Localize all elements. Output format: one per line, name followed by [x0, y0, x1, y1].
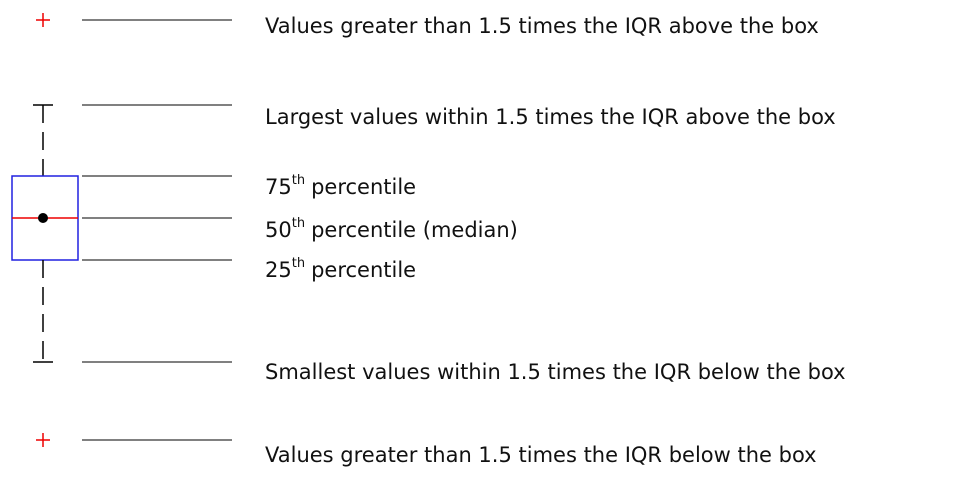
label: 50th percentile (median) [265, 216, 518, 243]
label: Largest values within 1.5 times the IQR … [265, 105, 836, 129]
label: 75th percentile [265, 173, 416, 200]
label: Values greater than 1.5 times the IQR be… [265, 443, 817, 467]
label-text: percentile (median) [311, 218, 518, 242]
label-number: 75 [265, 175, 292, 199]
label-text: percentile [311, 258, 416, 282]
label: Smallest values within 1.5 times the IQR… [265, 360, 846, 384]
label-number: 50 [265, 218, 292, 242]
label: Values greater than 1.5 times the IQR ab… [265, 14, 819, 38]
label-number: 25 [265, 258, 292, 282]
label-suffix: th [292, 173, 305, 188]
label-suffix: th [292, 256, 305, 271]
mean-dot [38, 213, 48, 223]
label-text: percentile [311, 175, 416, 199]
label: 25th percentile [265, 256, 416, 283]
label-suffix: th [292, 216, 305, 231]
boxplot [11, 13, 79, 447]
